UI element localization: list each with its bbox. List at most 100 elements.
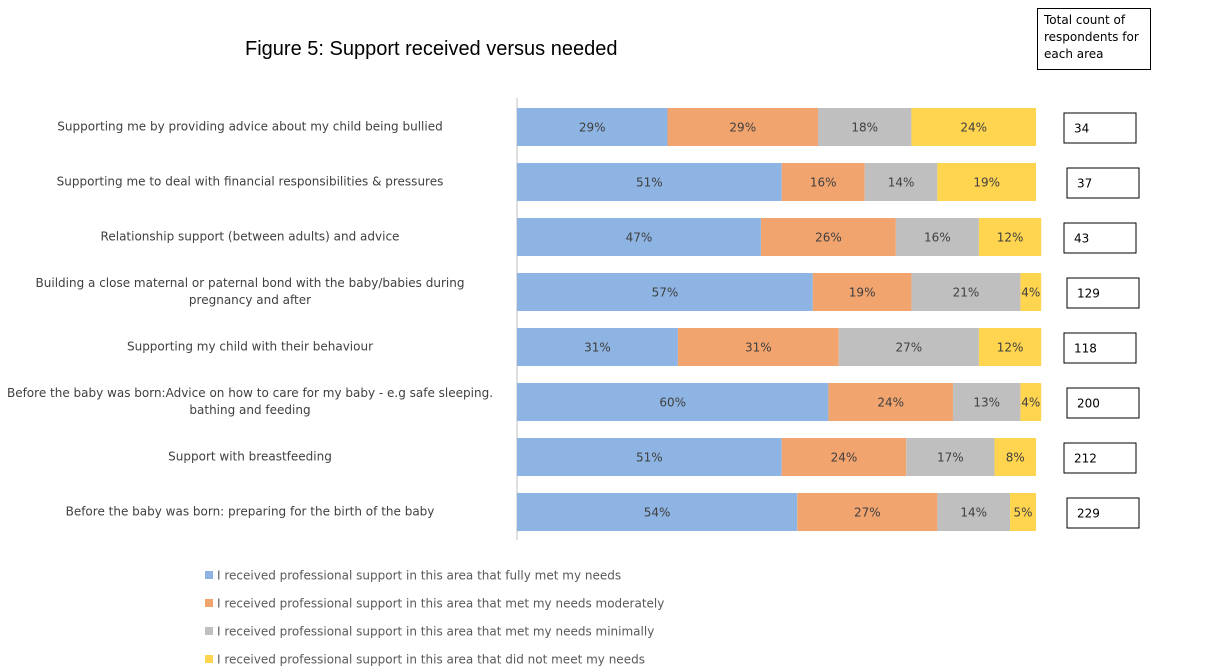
data-label: 54% <box>644 506 671 520</box>
legend-swatch <box>205 571 213 579</box>
data-label: 31% <box>745 341 772 355</box>
bar-segment <box>1010 493 1036 531</box>
legend-swatch <box>205 627 213 635</box>
bar-segment <box>864 163 938 201</box>
count-value: 229 <box>1077 507 1100 521</box>
data-label: 17% <box>937 451 964 465</box>
bar-segment <box>1020 383 1042 421</box>
bar-segment <box>978 218 1042 256</box>
data-label: 29% <box>579 121 606 135</box>
count-value: 118 <box>1074 342 1097 356</box>
data-label: 26% <box>815 231 842 245</box>
bar-segment <box>952 383 1021 421</box>
data-label: 12% <box>997 341 1024 355</box>
category-label: Building a close maternal or paternal bo… <box>35 276 465 307</box>
bar-segment <box>517 383 829 421</box>
bar-segment <box>838 328 979 366</box>
category-label: Supporting my child with their behaviour <box>126 339 374 354</box>
data-label: 60% <box>659 396 686 410</box>
bar-segment <box>517 163 782 201</box>
bar-segment <box>911 273 1021 311</box>
bar-segment <box>937 493 1011 531</box>
bar-segment <box>667 108 819 146</box>
bar-segment <box>812 273 912 311</box>
chart-title: Figure 5: Support received versus needed <box>245 38 618 60</box>
data-label: 13% <box>973 396 1000 410</box>
data-label: 18% <box>851 121 878 135</box>
count-value: 37 <box>1077 177 1092 191</box>
data-label: 19% <box>973 176 1000 190</box>
category-label: Before the baby was born: preparing for … <box>65 504 435 519</box>
bar-segment <box>760 218 896 256</box>
count-value: 34 <box>1074 122 1089 136</box>
bar-segment <box>1020 273 1042 311</box>
data-label: 16% <box>924 231 951 245</box>
bar-segment <box>781 163 865 201</box>
count-box <box>1063 112 1137 144</box>
count-box <box>1066 277 1140 309</box>
data-label: 14% <box>960 506 987 520</box>
count-box <box>1063 442 1137 474</box>
data-label: 51% <box>636 176 663 190</box>
data-label: 14% <box>888 176 915 190</box>
category-label: Before the baby was born:Advice on how t… <box>6 386 494 417</box>
count-box <box>1063 222 1137 254</box>
category-label: Relationship support (between adults) an… <box>100 229 400 244</box>
category-label: Supporting me by providing advice about … <box>57 119 443 134</box>
legend-swatch <box>205 655 213 663</box>
data-label: 16% <box>810 176 837 190</box>
data-label: 8% <box>1006 451 1025 465</box>
data-label: 4% <box>1021 396 1040 410</box>
data-label: 5% <box>1014 506 1033 520</box>
bar-segment <box>677 328 839 366</box>
bar-segment <box>906 438 995 476</box>
data-label: 21% <box>953 286 980 300</box>
data-label: 12% <box>997 231 1024 245</box>
legend-label: I received professional support in this … <box>217 653 645 667</box>
data-label: 24% <box>831 451 858 465</box>
category-label: Supporting me to deal with financial res… <box>56 174 444 189</box>
count-value: 212 <box>1074 452 1097 466</box>
data-label: 57% <box>652 286 679 300</box>
bar-segment <box>517 273 813 311</box>
count-box <box>1063 332 1137 364</box>
category-label: Support with breastfeeding <box>168 449 332 464</box>
counts-title: Total count of respondents for each area <box>1037 8 1151 70</box>
bar-segment <box>978 328 1042 366</box>
bar-segment <box>517 218 761 256</box>
bar-segment <box>797 493 938 531</box>
bar-segment <box>994 438 1036 476</box>
count-value: 129 <box>1077 287 1100 301</box>
bar-segment <box>818 108 912 146</box>
bar-segment <box>895 218 979 256</box>
count-box <box>1066 167 1140 199</box>
count-value: 43 <box>1074 232 1089 246</box>
data-label: 47% <box>626 231 653 245</box>
data-label: 27% <box>854 506 881 520</box>
data-label: 24% <box>877 396 904 410</box>
data-label: 29% <box>729 121 756 135</box>
count-value: 200 <box>1077 397 1100 411</box>
count-box <box>1066 387 1140 419</box>
count-box <box>1066 497 1140 529</box>
data-label: 4% <box>1021 286 1040 300</box>
data-label: 19% <box>849 286 876 300</box>
data-label: 31% <box>584 341 611 355</box>
legend-swatch <box>205 599 213 607</box>
data-label: 51% <box>636 451 663 465</box>
bar-segment <box>828 383 953 421</box>
data-label: 27% <box>896 341 923 355</box>
legend-label: I received professional support in this … <box>217 625 654 639</box>
bar-segment <box>937 163 1036 201</box>
bar-segment <box>781 438 907 476</box>
legend-label: I received professional support in this … <box>217 597 664 611</box>
legend-label: I received professional support in this … <box>217 569 621 583</box>
bar-segment <box>517 493 798 531</box>
data-label: 24% <box>960 121 987 135</box>
bar-segment <box>517 328 678 366</box>
bar-segment <box>911 108 1036 146</box>
bar-segment <box>517 108 668 146</box>
bar-segment <box>517 438 782 476</box>
